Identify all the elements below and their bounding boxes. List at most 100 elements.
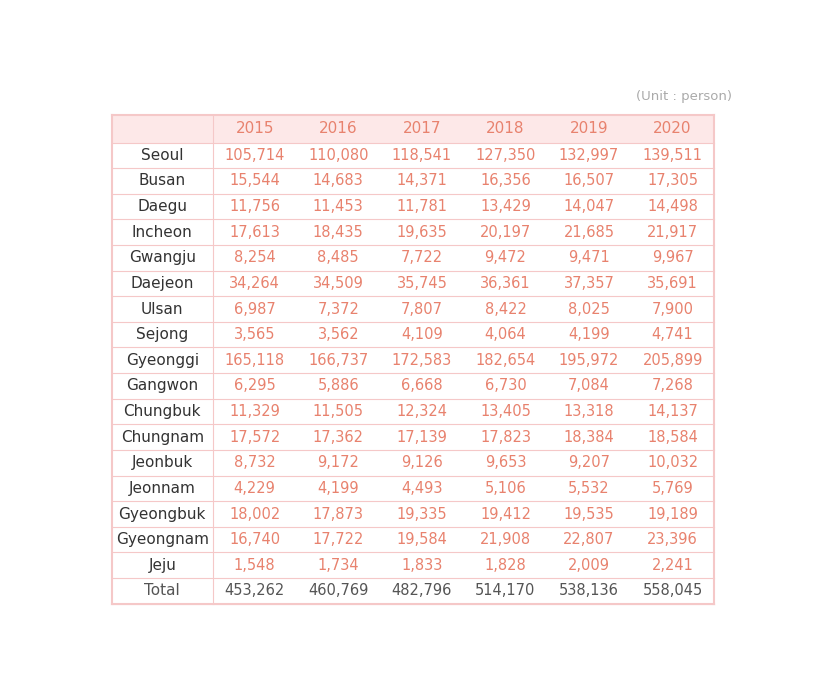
- Text: 558,045: 558,045: [642, 583, 703, 598]
- Bar: [112, 399, 714, 425]
- Text: 9,967: 9,967: [652, 250, 694, 265]
- Text: 165,118: 165,118: [225, 353, 285, 368]
- Text: 35,691: 35,691: [647, 276, 698, 291]
- Text: 9,472: 9,472: [484, 250, 526, 265]
- Text: 9,653: 9,653: [484, 456, 526, 471]
- Text: 5,886: 5,886: [318, 379, 359, 393]
- Text: 2020: 2020: [654, 121, 692, 137]
- Text: Sejong: Sejong: [136, 327, 189, 342]
- Text: 13,405: 13,405: [480, 404, 531, 419]
- Bar: [112, 450, 714, 475]
- Text: 6,295: 6,295: [234, 379, 275, 393]
- Text: 12,324: 12,324: [396, 404, 448, 419]
- Text: 14,047: 14,047: [564, 199, 614, 214]
- Text: 34,264: 34,264: [230, 276, 280, 291]
- Text: Busan: Busan: [139, 174, 185, 189]
- Bar: [112, 501, 714, 527]
- Text: 15,544: 15,544: [230, 174, 280, 189]
- Text: 7,268: 7,268: [652, 379, 694, 393]
- Text: 538,136: 538,136: [559, 583, 619, 598]
- Text: 4,199: 4,199: [569, 327, 609, 342]
- Text: Daejeon: Daejeon: [131, 276, 194, 291]
- Text: 5,532: 5,532: [569, 481, 609, 496]
- Text: 460,769: 460,769: [308, 583, 368, 598]
- Text: 17,722: 17,722: [313, 532, 364, 547]
- Text: 172,583: 172,583: [392, 353, 452, 368]
- Bar: [112, 193, 714, 220]
- Text: 16,356: 16,356: [480, 174, 531, 189]
- Text: 7,807: 7,807: [401, 302, 443, 316]
- Text: 2019: 2019: [569, 121, 609, 137]
- Text: 3,562: 3,562: [318, 327, 359, 342]
- Text: Jeju: Jeju: [149, 558, 176, 573]
- Text: 110,080: 110,080: [308, 148, 368, 163]
- Text: 6,730: 6,730: [484, 379, 526, 393]
- Text: 17,572: 17,572: [229, 429, 280, 445]
- Bar: [112, 245, 714, 271]
- Text: 3,565: 3,565: [234, 327, 275, 342]
- Text: 34,509: 34,509: [313, 276, 364, 291]
- Text: 4,741: 4,741: [652, 327, 694, 342]
- Bar: [112, 271, 714, 296]
- Bar: [112, 578, 714, 604]
- Text: Seoul: Seoul: [141, 148, 184, 163]
- Text: 4,109: 4,109: [401, 327, 443, 342]
- Text: 10,032: 10,032: [647, 456, 699, 471]
- Text: 8,254: 8,254: [234, 250, 275, 265]
- Bar: [112, 527, 714, 552]
- Text: 7,900: 7,900: [652, 302, 694, 316]
- Text: 17,305: 17,305: [647, 174, 698, 189]
- Bar: [112, 425, 714, 450]
- Text: 2018: 2018: [486, 121, 525, 137]
- Text: 9,207: 9,207: [568, 456, 610, 471]
- Text: 182,654: 182,654: [475, 353, 536, 368]
- Text: 7,084: 7,084: [568, 379, 610, 393]
- Text: 2016: 2016: [319, 121, 358, 137]
- Text: 118,541: 118,541: [392, 148, 452, 163]
- Bar: [112, 296, 714, 322]
- Text: 9,471: 9,471: [568, 250, 610, 265]
- Text: 132,997: 132,997: [559, 148, 619, 163]
- Text: Jeonnam: Jeonnam: [129, 481, 196, 496]
- Text: 11,505: 11,505: [313, 404, 364, 419]
- Text: 19,335: 19,335: [396, 506, 447, 521]
- Text: 9,126: 9,126: [401, 456, 443, 471]
- Text: 37,357: 37,357: [564, 276, 614, 291]
- Text: 22,807: 22,807: [564, 532, 614, 547]
- Text: 18,435: 18,435: [313, 225, 364, 239]
- Text: 514,170: 514,170: [475, 583, 536, 598]
- Text: 11,756: 11,756: [230, 199, 280, 214]
- Bar: [112, 322, 714, 348]
- Text: 453,262: 453,262: [225, 583, 285, 598]
- Text: 9,172: 9,172: [317, 456, 359, 471]
- Text: Chungnam: Chungnam: [121, 429, 203, 445]
- Text: 8,422: 8,422: [484, 302, 526, 316]
- Text: 1,734: 1,734: [318, 558, 359, 573]
- Bar: [112, 143, 714, 168]
- Bar: [112, 115, 714, 143]
- Text: 16,740: 16,740: [229, 532, 280, 547]
- Text: 17,823: 17,823: [480, 429, 531, 445]
- Text: 2,009: 2,009: [568, 558, 610, 573]
- Bar: [112, 552, 714, 578]
- Text: 2017: 2017: [403, 121, 441, 137]
- Text: 1,828: 1,828: [484, 558, 526, 573]
- Text: Gwangju: Gwangju: [129, 250, 196, 265]
- Text: 18,584: 18,584: [647, 429, 698, 445]
- Text: Incheon: Incheon: [132, 225, 193, 239]
- Text: 18,002: 18,002: [229, 506, 280, 521]
- Text: 17,362: 17,362: [313, 429, 364, 445]
- Text: 5,106: 5,106: [484, 481, 526, 496]
- Text: 18,384: 18,384: [564, 429, 614, 445]
- Text: Chungbuk: Chungbuk: [123, 404, 201, 419]
- Text: 105,714: 105,714: [225, 148, 285, 163]
- Text: 21,685: 21,685: [564, 225, 614, 239]
- Text: 4,064: 4,064: [484, 327, 526, 342]
- Text: Daegu: Daegu: [137, 199, 187, 214]
- Bar: [112, 348, 714, 373]
- Bar: [112, 220, 714, 245]
- Bar: [112, 373, 714, 399]
- Text: 13,429: 13,429: [480, 199, 531, 214]
- Text: 11,453: 11,453: [313, 199, 364, 214]
- Text: 2015: 2015: [235, 121, 274, 137]
